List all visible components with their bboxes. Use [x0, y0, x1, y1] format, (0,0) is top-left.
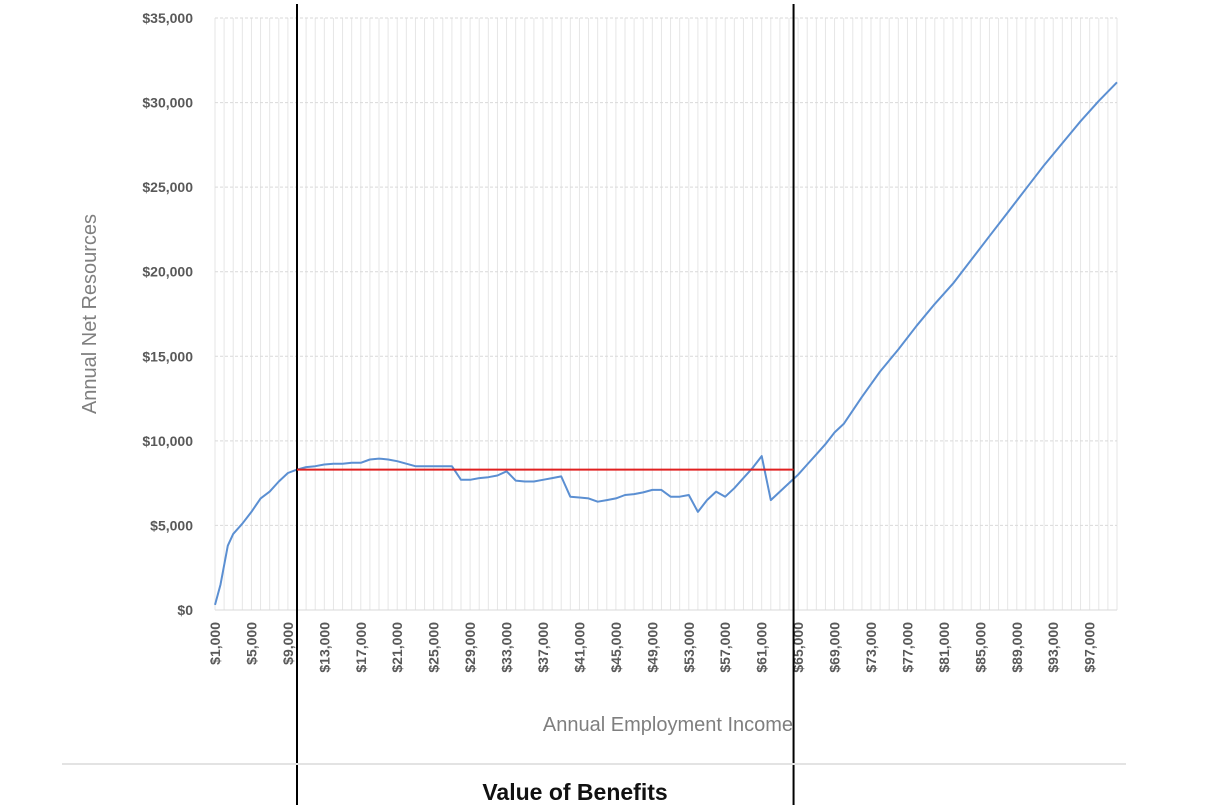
x-tick-label: $81,000 — [936, 622, 952, 673]
y-tick-label: $30,000 — [142, 95, 193, 111]
x-tick-label: $97,000 — [1082, 622, 1098, 673]
y-tick-label: $35,000 — [142, 10, 193, 26]
x-tick-label: $5,000 — [243, 622, 259, 665]
y-tick-label: $20,000 — [142, 264, 193, 280]
x-tick-label: $77,000 — [899, 622, 915, 673]
x-tick-label: $93,000 — [1045, 622, 1061, 673]
plot-background — [215, 18, 1117, 610]
y-tick-label: $5,000 — [150, 517, 193, 533]
y-tick-label: $10,000 — [142, 433, 193, 449]
x-tick-label: $45,000 — [608, 622, 624, 673]
x-tick-label: $1,000 — [207, 622, 223, 665]
y-tick-labels: $0 $5,000 $10,000 $15,000 $20,000 $25,000 $30,… — [142, 10, 193, 618]
x-tick-label: $53,000 — [681, 622, 697, 673]
x-tick-label: $89,000 — [1009, 622, 1025, 673]
y-axis-title: Annual Net Resources — [79, 214, 101, 414]
x-tick-label: $21,000 — [389, 622, 405, 673]
x-tick-label: $37,000 — [535, 622, 551, 673]
x-tick-label: $9,000 — [280, 622, 296, 665]
x-tick-label: $85,000 — [972, 622, 988, 673]
x-tick-label: $17,000 — [353, 622, 369, 673]
y-tick-label: $15,000 — [142, 348, 193, 364]
series-layer — [214, 81, 1118, 606]
y-tick-label: $0 — [177, 602, 193, 618]
x-tick-label: $25,000 — [426, 622, 442, 673]
minor-gridlines — [214, 18, 1118, 610]
x-axis-title: Annual Employment Income — [543, 714, 793, 736]
x-tick-labels: $1,000 $5,000 $9,000 $13,000 $17,000 $21,000 $… — [207, 622, 1098, 673]
major-gridlines — [215, 17, 1117, 526]
x-tick-label: $69,000 — [827, 622, 843, 673]
x-tick-label: $57,000 — [717, 622, 733, 673]
x-tick-label: $29,000 — [462, 622, 478, 673]
x-tick-label: $49,000 — [644, 622, 660, 673]
x-tick-label: $33,000 — [499, 622, 515, 673]
x-tick-label: $41,000 — [571, 622, 587, 673]
series-line — [214, 81, 1118, 606]
x-tick-label: $73,000 — [863, 622, 879, 673]
y-tick-label: $25,000 — [142, 179, 193, 195]
x-tick-label: $13,000 — [316, 622, 332, 673]
x-tick-label: $61,000 — [754, 622, 770, 673]
x-tick-label: $65,000 — [790, 622, 806, 673]
footer-title: Value of Benefits — [482, 779, 667, 805]
overlay-layer — [296, 4, 795, 805]
